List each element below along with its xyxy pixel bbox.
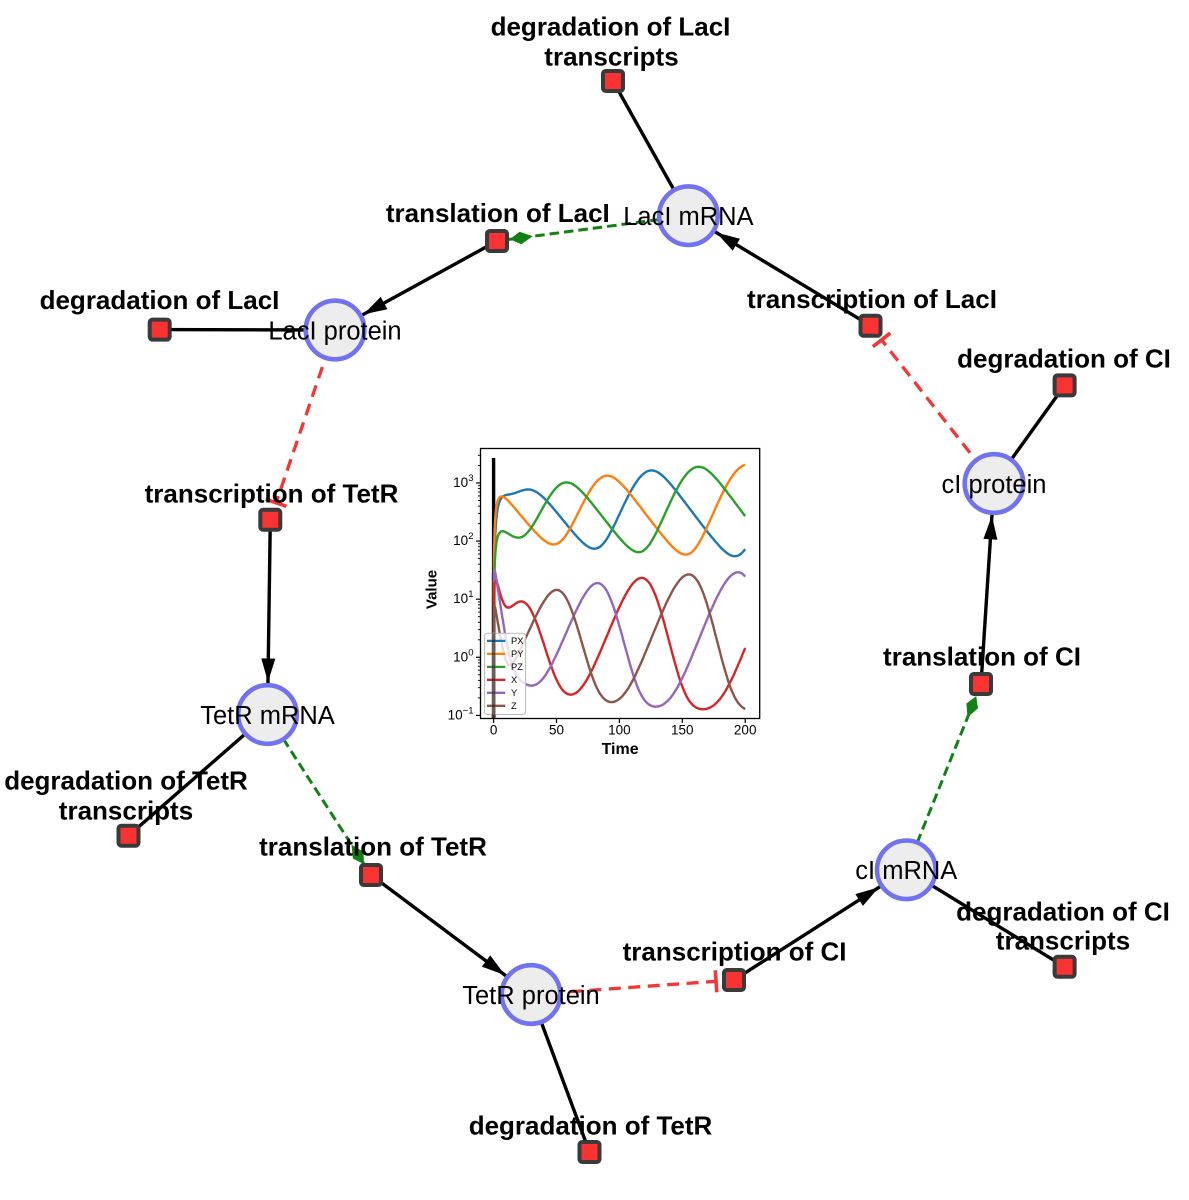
svg-text:transcription of TetR: transcription of TetR [145, 478, 399, 508]
svg-text:degradation of TetR: degradation of TetR [4, 765, 248, 795]
svg-text:degradation of LacI: degradation of LacI [491, 11, 731, 41]
svg-text:100: 100 [608, 722, 631, 737]
svg-text:100: 100 [453, 647, 473, 664]
svg-text:degradation of CI: degradation of CI [957, 343, 1171, 373]
svg-text:PX: PX [511, 636, 523, 646]
svg-text:50: 50 [549, 722, 564, 737]
svg-text:TetR protein: TetR protein [462, 982, 600, 1010]
svg-text:Y: Y [511, 688, 517, 698]
svg-text:transcripts: transcripts [59, 795, 193, 825]
svg-text:cI protein: cI protein [942, 471, 1047, 499]
svg-text:102: 102 [453, 531, 473, 548]
svg-text:translation of LacI: translation of LacI [386, 198, 610, 228]
svg-text:transcription of LacI: transcription of LacI [747, 284, 997, 314]
svg-text:degradation of TetR: degradation of TetR [469, 1110, 713, 1140]
svg-text:Time: Time [602, 741, 639, 758]
svg-text:X: X [511, 675, 517, 685]
svg-text:103: 103 [453, 473, 473, 490]
svg-text:10−1: 10−1 [448, 705, 474, 722]
svg-text:cI mRNA: cI mRNA [855, 857, 957, 885]
svg-text:transcripts: transcripts [544, 41, 678, 71]
svg-text:150: 150 [671, 722, 694, 737]
svg-text:TetR mRNA: TetR mRNA [200, 702, 335, 730]
svg-text:LacI protein: LacI protein [268, 317, 401, 345]
svg-text:200: 200 [734, 722, 757, 737]
svg-text:101: 101 [453, 589, 473, 606]
svg-text:LacI mRNA: LacI mRNA [623, 203, 753, 231]
svg-text:translation of TetR: translation of TetR [259, 831, 487, 861]
svg-text:transcription of CI: transcription of CI [623, 936, 847, 966]
svg-text:degradation of CI: degradation of CI [956, 896, 1170, 926]
svg-text:Z: Z [511, 701, 517, 711]
svg-text:Value: Value [424, 570, 441, 609]
svg-text:degradation of LacI: degradation of LacI [40, 285, 280, 315]
svg-text:0: 0 [490, 722, 498, 737]
svg-text:translation of CI: translation of CI [883, 641, 1081, 671]
svg-text:PZ: PZ [511, 662, 523, 672]
svg-text:PY: PY [511, 649, 523, 659]
svg-text:transcripts: transcripts [996, 925, 1130, 955]
